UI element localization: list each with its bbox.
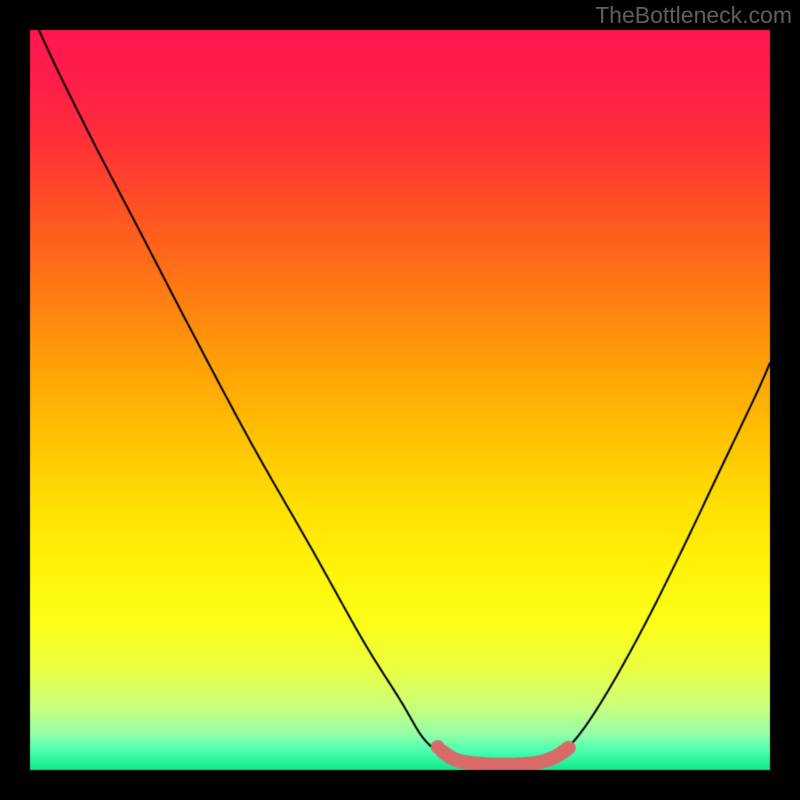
bottleneck-chart <box>0 0 800 800</box>
watermark-text: TheBottleneck.com <box>595 2 792 29</box>
